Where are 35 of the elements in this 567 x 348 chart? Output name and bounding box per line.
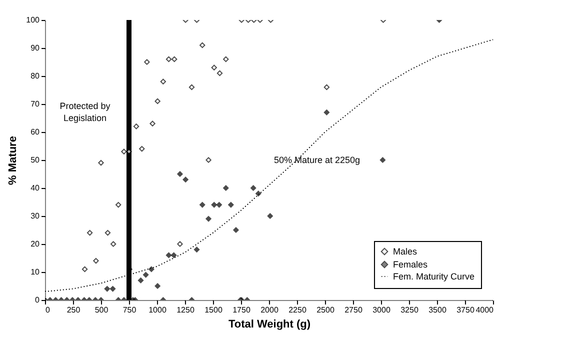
y-axis-title: % Mature <box>7 136 20 185</box>
y-tick-label: 60 <box>30 128 40 136</box>
x-tick-label: 3000 <box>372 306 391 314</box>
x-tick-label: 3500 <box>428 306 447 314</box>
x-tick-label: 1750 <box>232 306 251 314</box>
y-tick-label: 90 <box>30 44 40 52</box>
x-tick-label: 750 <box>122 306 137 314</box>
y-tick-label: 50 <box>30 156 40 164</box>
x-tick-label: 0 <box>46 306 50 314</box>
annotation: 50% Mature at 2250g <box>274 155 360 165</box>
y-tick-label: 40 <box>30 184 40 192</box>
y-tick-label: 100 <box>26 16 40 24</box>
y-tick-label: 20 <box>30 240 40 248</box>
x-tick-label: 1250 <box>176 306 195 314</box>
x-tick-label: 2750 <box>344 306 363 314</box>
x-tick-label: 4000 <box>476 306 494 314</box>
legend-label: Fem. Maturity Curve <box>393 272 475 282</box>
x-tick-label: 500 <box>94 306 109 314</box>
y-tick-label: 70 <box>30 100 40 108</box>
x-tick-label: 3750 <box>456 306 475 314</box>
legend-label: Males <box>393 246 418 256</box>
x-tick-label: 1500 <box>204 306 223 314</box>
x-tick-label: 250 <box>66 306 81 314</box>
y-tick-label: 10 <box>30 268 40 276</box>
x-tick-label: 2250 <box>288 306 307 314</box>
x-tick-label: 2500 <box>316 306 335 314</box>
y-tick-label: 80 <box>30 72 40 80</box>
x-tick-label: 3250 <box>400 306 419 314</box>
x-tick-label: 1000 <box>148 306 167 314</box>
x-tick-label: 2000 <box>260 306 279 314</box>
x-axis-title: Total Weight (g) <box>228 318 311 330</box>
y-tick-label: 30 <box>30 212 40 220</box>
annotation: Protected by Legislation <box>60 101 111 123</box>
legend-label: Females <box>393 260 428 270</box>
y-tick-label: 0 <box>35 296 40 304</box>
